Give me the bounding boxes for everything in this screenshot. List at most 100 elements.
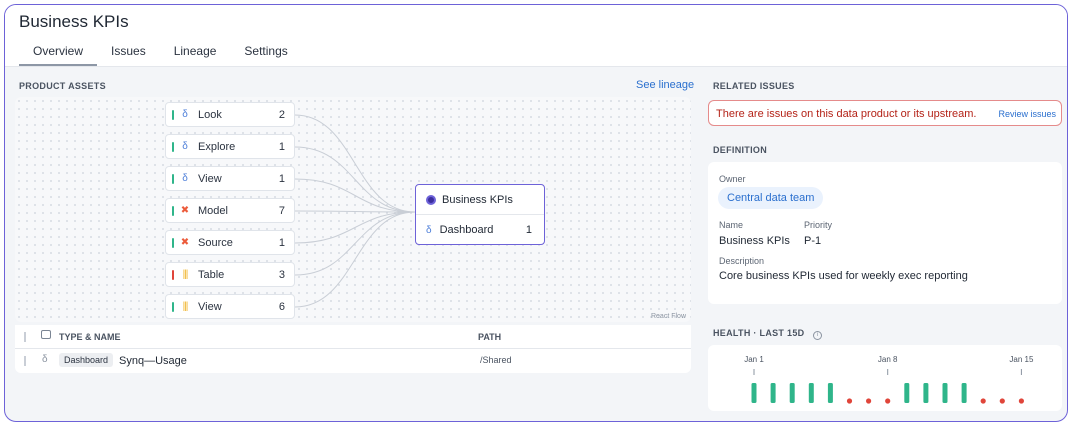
node-count: 6: [278, 300, 285, 313]
asset-node-view[interactable]: δ View 1: [165, 166, 295, 191]
dbt-icon: ✖: [180, 237, 190, 248]
health-day-ok[interactable]: [751, 383, 757, 403]
status-bar: [172, 109, 174, 120]
asset-node-view-2[interactable]: ||| View 6: [165, 294, 295, 319]
node-label: View: [198, 300, 222, 313]
status-bar: [172, 205, 174, 216]
node-label: Model: [198, 204, 228, 217]
looker-icon: δ: [42, 354, 48, 365]
status-bar: [172, 237, 174, 248]
dashboard-count: 1: [525, 224, 532, 236]
react-flow-attribution[interactable]: React Flow: [650, 313, 686, 320]
related-issues-label: RELATED ISSUES: [713, 81, 795, 91]
node-count: 2: [278, 108, 285, 121]
node-label: Look: [198, 108, 222, 121]
node-label: Explore: [198, 140, 236, 153]
column-path[interactable]: PATH: [478, 332, 502, 342]
definition-card: Owner Central data team Name Business KP…: [708, 162, 1062, 304]
data-product-node[interactable]: Business KPIs δ Dashboard 1: [415, 184, 545, 245]
health-day-ok[interactable]: [961, 383, 967, 403]
app-frame: Business KPIs Overview Issues Lineage Se…: [4, 4, 1068, 422]
health-tick-label: Jan 15: [1009, 355, 1034, 364]
info-icon[interactable]: i: [813, 331, 823, 340]
node-label: View: [198, 172, 222, 185]
assets-table: TYPE & NAME PATH δ Dashboard Synq—Usage …: [15, 325, 691, 373]
page-title: Business KPIs: [19, 12, 129, 31]
calendar-icon: [41, 330, 51, 339]
health-tick-label: Jan 8: [878, 355, 898, 364]
asset-node-table[interactable]: ||| Table 3: [165, 262, 295, 287]
health-day-fail[interactable]: [999, 398, 1005, 404]
tab-issues[interactable]: Issues: [111, 44, 146, 58]
health-day-ok[interactable]: [827, 383, 833, 403]
node-count: 1: [278, 140, 285, 153]
asset-node-source[interactable]: ✖ Source 1: [165, 230, 295, 255]
edge-look: [294, 114, 416, 213]
lineage-flow-canvas[interactable]: δ Look 2 δ Explore 1 δ View 1 ✖ Model 7 …: [15, 97, 691, 322]
status-bar: [172, 141, 174, 152]
warehouse-icon: |||: [182, 301, 189, 312]
description-value: Core business KPIs used for weekly exec …: [719, 270, 968, 282]
priority-value: P-1: [804, 235, 822, 247]
owner-label: Owner: [719, 174, 746, 184]
tab-overview[interactable]: Overview: [19, 44, 98, 66]
data-product-icon: [426, 194, 436, 205]
tab-bar: Overview Issues Lineage Settings: [19, 44, 302, 66]
node-count: 7: [278, 204, 285, 217]
asset-node-look[interactable]: δ Look 2: [165, 102, 295, 127]
asset-node-explore[interactable]: δ Explore 1: [165, 134, 295, 159]
issues-alert-message: There are issues on this data product or…: [716, 108, 977, 120]
owner-chip[interactable]: Central data team: [718, 187, 824, 209]
status-bar: [172, 301, 174, 312]
looker-icon: δ: [182, 109, 188, 120]
health-timeline: Jan 1 Jan 8 Jan 15: [744, 355, 1034, 404]
name-value: Business KPIs: [719, 235, 790, 247]
row-handle: [24, 356, 26, 366]
health-card: Jan 1 Jan 8 Jan 15: [708, 345, 1062, 411]
node-count: 1: [278, 236, 285, 249]
health-day-ok[interactable]: [770, 383, 776, 403]
health-day-fail[interactable]: [866, 398, 872, 404]
node-label: Table: [198, 268, 225, 281]
edge-table: [294, 211, 416, 276]
asset-node-model[interactable]: ✖ Model 7: [165, 198, 295, 223]
edge-explore: [294, 146, 416, 213]
health-day-fail[interactable]: [846, 398, 853, 404]
review-issues-link[interactable]: Review issues: [998, 109, 1056, 119]
health-day-fail[interactable]: [885, 398, 891, 404]
health-day-ok[interactable]: [808, 383, 814, 403]
product-assets-label: PRODUCT ASSETS: [19, 81, 106, 91]
asset-type-chip: Dashboard: [59, 353, 114, 367]
edge-view-2: [294, 211, 416, 308]
edge-view-1: [294, 178, 416, 213]
health-day-fail[interactable]: [980, 398, 986, 404]
name-label: Name: [719, 220, 744, 230]
health-day-ok[interactable]: [942, 383, 948, 403]
tab-settings[interactable]: Settings: [244, 44, 288, 58]
lineage-edges: [294, 114, 416, 308]
asset-name[interactable]: Synq—Usage: [119, 355, 187, 367]
health-day-fail[interactable]: [1018, 398, 1024, 404]
description-label: Description: [719, 256, 765, 266]
looker-icon: δ: [182, 173, 188, 184]
data-product-title: Business KPIs: [442, 193, 513, 206]
page-header: Business KPIs Overview Issues Lineage Se…: [5, 5, 1067, 67]
node-label: Source: [198, 236, 233, 249]
asset-path: /Shared: [480, 355, 512, 365]
health-day-ok[interactable]: [789, 383, 795, 403]
status-bar: [172, 269, 174, 280]
looker-icon: δ: [426, 224, 432, 236]
health-day-ok[interactable]: [904, 383, 910, 403]
edge-model: [294, 210, 416, 213]
tab-lineage[interactable]: Lineage: [173, 44, 217, 58]
table-row[interactable]: δ Dashboard Synq—Usage /Shared: [15, 349, 691, 373]
looker-icon: δ: [182, 141, 188, 152]
health-label: HEALTH · LAST 15D i: [713, 328, 823, 340]
edge-source: [294, 211, 416, 244]
health-day-ok[interactable]: [923, 383, 929, 403]
definition-label: DEFINITION: [713, 145, 767, 155]
status-bar: [172, 173, 174, 184]
dbt-icon: ✖: [180, 205, 190, 216]
column-type-name[interactable]: TYPE & NAME: [59, 332, 121, 342]
see-lineage-link[interactable]: See lineage: [636, 79, 695, 91]
